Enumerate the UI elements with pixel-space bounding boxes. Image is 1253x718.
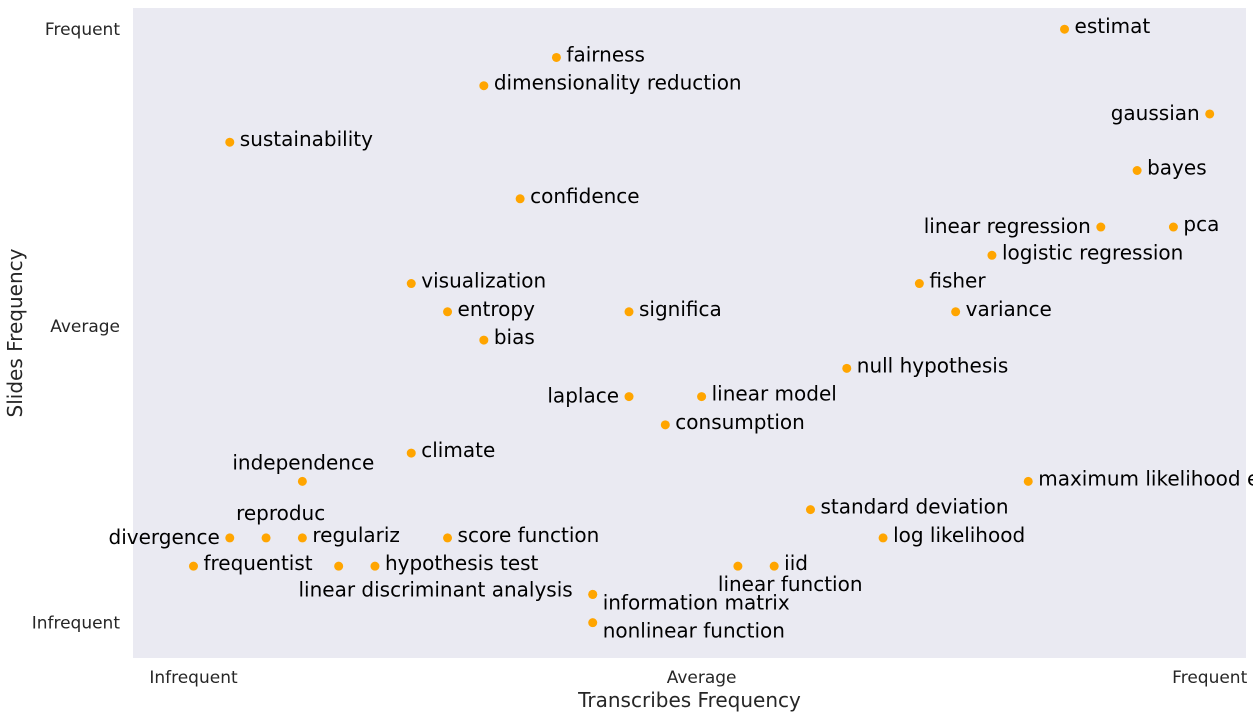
point-label: sustainability bbox=[240, 127, 373, 151]
data-point bbox=[769, 561, 779, 571]
x-axis-label: Transcribes Frequency bbox=[577, 688, 801, 712]
data-point bbox=[515, 194, 525, 204]
point-label: independence bbox=[232, 450, 374, 474]
point-label: divergence bbox=[109, 525, 220, 549]
point-label: information matrix bbox=[603, 590, 790, 614]
point-label: logistic regression bbox=[1002, 240, 1183, 264]
data-point bbox=[443, 533, 453, 543]
data-point bbox=[588, 618, 598, 628]
point-label: consumption bbox=[675, 410, 805, 434]
point-label: dimensionality reduction bbox=[494, 71, 742, 95]
point-label: maximum likelihood estimat bbox=[1038, 466, 1253, 490]
data-point bbox=[1205, 109, 1215, 119]
point-label: bias bbox=[494, 325, 535, 349]
data-point bbox=[479, 81, 489, 91]
data-point bbox=[334, 561, 344, 571]
data-point bbox=[406, 279, 416, 289]
point-label: regulariz bbox=[312, 523, 400, 547]
data-point bbox=[406, 448, 416, 458]
plot-area bbox=[133, 8, 1246, 658]
x-tick-label: Frequent bbox=[1172, 668, 1247, 688]
data-point bbox=[733, 561, 743, 571]
point-label: reproduc bbox=[236, 501, 325, 525]
data-point bbox=[588, 589, 598, 599]
data-point bbox=[297, 476, 307, 486]
data-point bbox=[697, 392, 707, 402]
data-point bbox=[1168, 222, 1178, 232]
data-point bbox=[370, 561, 380, 571]
data-point bbox=[551, 52, 561, 62]
point-label: iid bbox=[784, 551, 808, 575]
data-point bbox=[951, 307, 961, 317]
point-label: linear model bbox=[712, 382, 837, 406]
data-point bbox=[1096, 222, 1106, 232]
data-point bbox=[624, 392, 634, 402]
data-points bbox=[188, 24, 1215, 628]
data-point bbox=[225, 533, 235, 543]
y-axis-label: Slides Frequency bbox=[3, 248, 27, 417]
y-tick-label: Frequent bbox=[45, 20, 120, 40]
point-label: bayes bbox=[1147, 156, 1207, 180]
data-point bbox=[479, 335, 489, 345]
point-label: linear discriminant analysis bbox=[299, 577, 573, 601]
point-label: log likelihood bbox=[893, 523, 1025, 547]
point-label: entropy bbox=[458, 297, 536, 321]
point-label: null hypothesis bbox=[857, 353, 1008, 377]
point-label: nonlinear function bbox=[603, 619, 785, 643]
data-point bbox=[443, 307, 453, 317]
x-tick-label: Average bbox=[667, 668, 737, 688]
point-label: fairness bbox=[566, 42, 645, 66]
data-point bbox=[660, 420, 670, 430]
data-point bbox=[624, 307, 634, 317]
data-point bbox=[225, 137, 235, 147]
point-label: fisher bbox=[929, 269, 986, 293]
data-point bbox=[1132, 166, 1142, 175]
point-label: visualization bbox=[421, 269, 546, 293]
data-point bbox=[1023, 476, 1033, 486]
data-point bbox=[842, 363, 852, 373]
point-label: confidence bbox=[530, 184, 639, 208]
point-labels: estimat fairness dimensionality reduction g… bbox=[109, 14, 1253, 642]
y-tick-label: Infrequent bbox=[32, 614, 121, 634]
data-point bbox=[297, 533, 307, 543]
point-label: standard deviation bbox=[820, 495, 1008, 519]
data-point bbox=[914, 279, 924, 289]
point-label: laplace bbox=[547, 384, 619, 408]
data-point bbox=[987, 250, 997, 260]
point-label: linear regression bbox=[924, 214, 1091, 238]
point-label: score function bbox=[458, 523, 600, 547]
point-label: linear function bbox=[718, 572, 863, 596]
data-point bbox=[188, 561, 198, 571]
x-tick-label: Infrequent bbox=[149, 668, 238, 688]
axis-ticks: Infrequent Average Frequent Infrequent Avera… bbox=[32, 20, 1248, 688]
data-point bbox=[261, 533, 271, 543]
data-point bbox=[878, 533, 888, 543]
data-point bbox=[1060, 24, 1070, 34]
point-label: hypothesis test bbox=[385, 551, 539, 575]
point-label: climate bbox=[421, 438, 495, 462]
point-label: pca bbox=[1183, 212, 1219, 236]
point-label: variance bbox=[966, 297, 1052, 321]
point-label: gaussian bbox=[1111, 101, 1200, 125]
point-label: significa bbox=[639, 297, 722, 321]
point-label: frequentist bbox=[203, 551, 312, 575]
y-tick-label: Average bbox=[50, 317, 120, 337]
data-point bbox=[805, 505, 815, 515]
point-label: estimat bbox=[1075, 14, 1151, 38]
